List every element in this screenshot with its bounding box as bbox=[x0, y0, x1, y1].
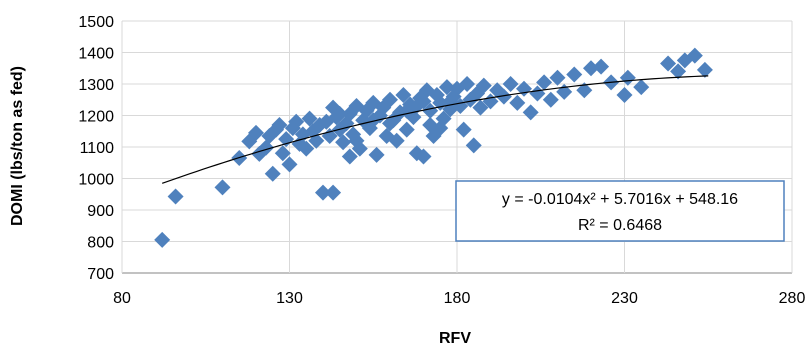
data-point bbox=[395, 87, 412, 104]
data-point bbox=[686, 47, 703, 64]
data-point bbox=[459, 76, 476, 92]
y-tick-label: 700 bbox=[87, 266, 114, 283]
data-point bbox=[335, 134, 352, 151]
data-point bbox=[633, 79, 650, 96]
y-tick-label: 1100 bbox=[80, 140, 115, 157]
data-point bbox=[616, 87, 633, 104]
data-point bbox=[619, 69, 636, 86]
x-tick-label: 130 bbox=[276, 290, 303, 307]
data-point bbox=[331, 105, 348, 122]
data-point bbox=[388, 132, 405, 149]
data-point bbox=[284, 120, 301, 137]
data-points bbox=[154, 47, 713, 248]
data-point bbox=[398, 121, 415, 138]
data-point bbox=[298, 140, 315, 157]
y-tick-label: 1300 bbox=[78, 77, 114, 94]
y-tick-label: 900 bbox=[87, 203, 114, 220]
data-point bbox=[301, 110, 318, 127]
data-point bbox=[432, 120, 449, 137]
data-point bbox=[432, 94, 449, 111]
gridlines bbox=[121, 20, 793, 274]
data-point bbox=[258, 139, 275, 156]
trendline bbox=[161, 75, 709, 184]
data-point bbox=[214, 179, 231, 196]
y-axis-title: DOMI (lbs/ton as fed) bbox=[9, 66, 26, 226]
data-point bbox=[422, 116, 439, 133]
data-point bbox=[542, 91, 559, 108]
data-point bbox=[696, 61, 713, 78]
data-point bbox=[566, 66, 583, 83]
data-point bbox=[549, 69, 566, 86]
data-point bbox=[361, 120, 378, 137]
data-point bbox=[465, 137, 482, 154]
data-point bbox=[408, 98, 425, 115]
data-point bbox=[516, 80, 532, 97]
data-point bbox=[341, 148, 358, 165]
data-point bbox=[455, 121, 472, 138]
x-tick-label: 280 bbox=[779, 290, 806, 307]
data-point bbox=[670, 63, 687, 80]
data-point bbox=[415, 148, 432, 165]
data-point bbox=[475, 77, 492, 94]
data-point bbox=[382, 115, 398, 132]
data-point bbox=[438, 79, 455, 96]
x-tick-labels: 80 130 180 230 280 bbox=[113, 290, 805, 307]
x-tick-label: 80 bbox=[113, 290, 131, 307]
data-point bbox=[422, 102, 439, 119]
data-point bbox=[348, 132, 365, 149]
x-tick-label: 230 bbox=[611, 290, 638, 307]
data-point bbox=[271, 116, 288, 133]
data-point bbox=[167, 188, 184, 205]
data-point bbox=[576, 82, 593, 99]
y-tick-label: 1500 bbox=[78, 14, 114, 31]
data-point bbox=[281, 156, 298, 173]
data-point bbox=[529, 85, 546, 102]
data-point bbox=[660, 55, 677, 72]
data-point bbox=[368, 146, 385, 163]
data-point bbox=[248, 124, 264, 141]
data-point bbox=[288, 113, 305, 130]
y-tick-labels: 700 800 900 1000 1100 1200 1300 1400 1500 bbox=[78, 14, 114, 283]
data-point bbox=[472, 99, 489, 116]
y-tick-label: 1000 bbox=[78, 172, 114, 189]
x-axis-title: RFV bbox=[439, 330, 471, 347]
data-point bbox=[536, 74, 553, 91]
data-point bbox=[382, 91, 398, 108]
data-point bbox=[593, 58, 610, 75]
data-point bbox=[264, 165, 281, 182]
x-tick-label: 180 bbox=[444, 290, 471, 307]
data-point bbox=[274, 145, 291, 162]
data-point bbox=[502, 76, 519, 92]
trendline-equation: y = -0.0104x² + 5.7016x + 548.16 bbox=[502, 191, 738, 208]
data-point bbox=[325, 184, 342, 201]
equation-box: y = -0.0104x² + 5.7016x + 548.16 R² = 0.… bbox=[455, 180, 785, 242]
y-tick-label: 800 bbox=[87, 235, 114, 252]
data-point bbox=[365, 112, 382, 129]
data-point bbox=[509, 94, 526, 111]
data-point bbox=[154, 231, 171, 248]
y-tick-label: 1400 bbox=[78, 46, 114, 63]
data-point bbox=[583, 60, 599, 77]
y-tick-label: 1200 bbox=[78, 109, 114, 126]
data-point bbox=[321, 127, 338, 144]
data-point bbox=[495, 88, 512, 105]
data-point bbox=[315, 184, 331, 201]
data-point bbox=[522, 104, 539, 121]
r-squared: R² = 0.6468 bbox=[578, 217, 662, 234]
